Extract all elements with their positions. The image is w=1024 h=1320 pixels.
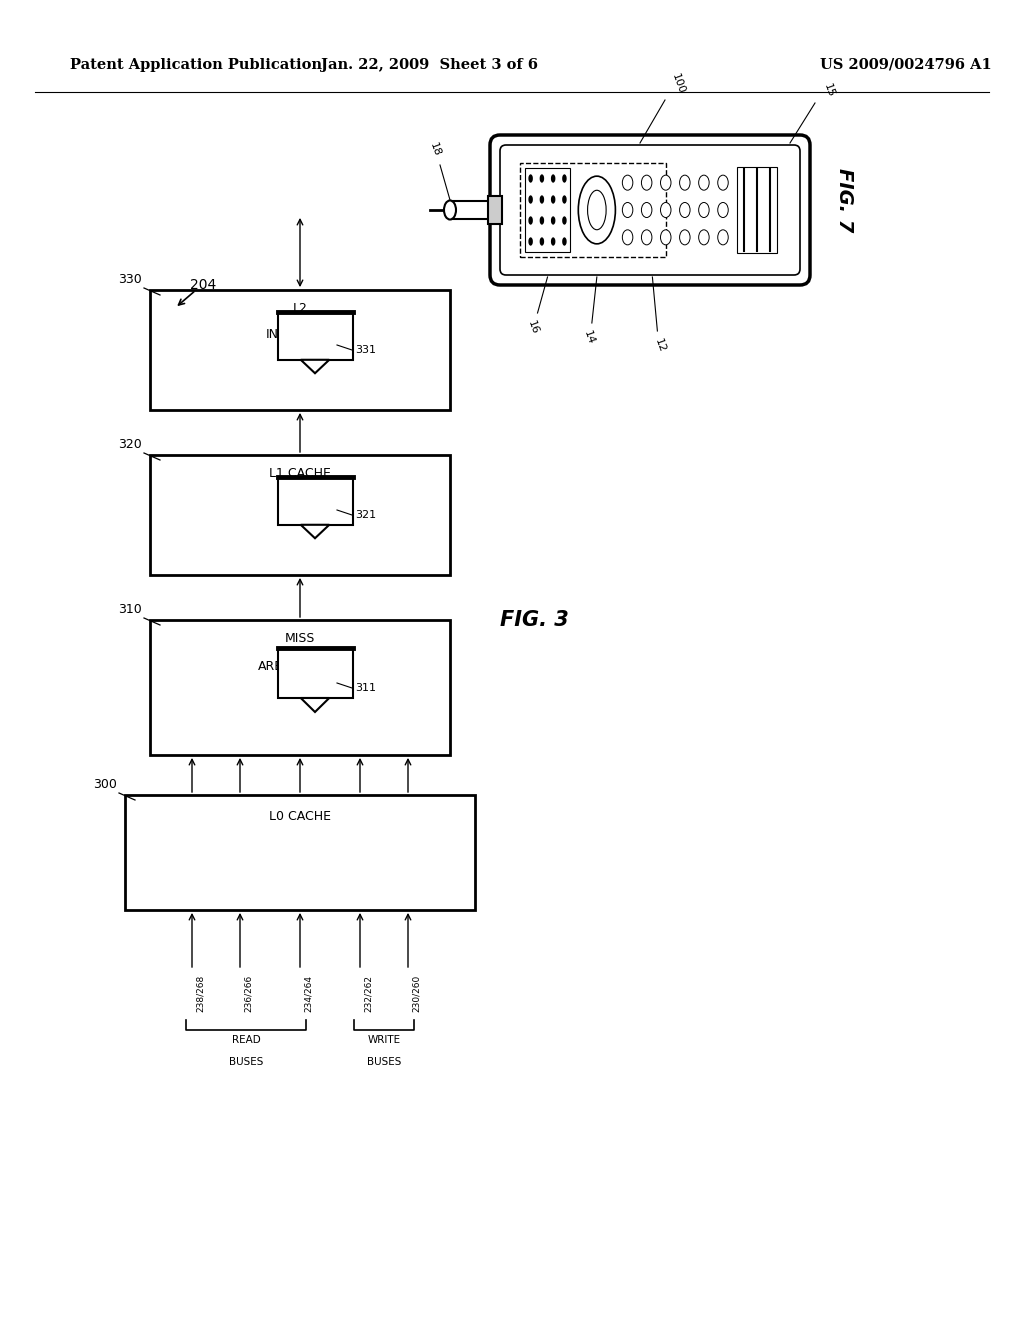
Text: L2: L2 (293, 302, 307, 315)
Bar (278, 312, 352, 360)
Ellipse shape (641, 202, 652, 218)
Ellipse shape (680, 230, 690, 244)
Ellipse shape (528, 195, 532, 203)
Text: INTERFACE: INTERFACE (266, 327, 334, 341)
Text: 321: 321 (355, 510, 376, 520)
Text: 12: 12 (653, 337, 668, 354)
Ellipse shape (562, 174, 566, 182)
Ellipse shape (698, 202, 710, 218)
Bar (525, 168, 570, 252)
Ellipse shape (562, 195, 566, 203)
Ellipse shape (680, 202, 690, 218)
Ellipse shape (551, 216, 555, 224)
Text: MISS: MISS (285, 632, 315, 645)
Ellipse shape (680, 176, 690, 190)
Text: 18: 18 (428, 141, 442, 158)
Text: BUSES: BUSES (228, 1057, 263, 1067)
Ellipse shape (444, 201, 456, 219)
FancyBboxPatch shape (500, 145, 800, 275)
Polygon shape (301, 698, 330, 711)
Ellipse shape (718, 202, 728, 218)
Ellipse shape (660, 176, 671, 190)
Bar (488, 195, 502, 224)
Ellipse shape (718, 230, 728, 244)
Ellipse shape (588, 190, 606, 230)
Text: 14: 14 (582, 329, 596, 346)
FancyBboxPatch shape (490, 135, 810, 285)
Text: 310: 310 (118, 603, 142, 616)
Ellipse shape (551, 238, 555, 246)
Ellipse shape (623, 202, 633, 218)
Text: 16: 16 (526, 319, 541, 335)
Ellipse shape (698, 176, 710, 190)
Ellipse shape (660, 202, 671, 218)
Ellipse shape (562, 216, 566, 224)
Text: L0 CACHE: L0 CACHE (269, 810, 331, 822)
Ellipse shape (641, 176, 652, 190)
Text: FIG. 7: FIG. 7 (835, 168, 854, 232)
Bar (125, 795, 475, 909)
Text: FIG. 3: FIG. 3 (500, 610, 568, 630)
Text: US 2009/0024796 A1: US 2009/0024796 A1 (820, 58, 992, 73)
Text: L1 CACHE: L1 CACHE (269, 467, 331, 480)
Polygon shape (301, 525, 330, 539)
Ellipse shape (660, 230, 671, 244)
Polygon shape (301, 360, 330, 374)
Text: 204: 204 (190, 279, 216, 292)
Ellipse shape (698, 230, 710, 244)
Ellipse shape (540, 238, 544, 246)
Ellipse shape (551, 174, 555, 182)
Ellipse shape (579, 176, 615, 244)
Text: Patent Application Publication: Patent Application Publication (70, 58, 322, 73)
Ellipse shape (540, 216, 544, 224)
Bar (150, 620, 450, 755)
Text: 238/268: 238/268 (196, 975, 205, 1012)
Ellipse shape (641, 230, 652, 244)
Ellipse shape (562, 238, 566, 246)
Ellipse shape (540, 174, 544, 182)
Ellipse shape (528, 216, 532, 224)
Text: 234/264: 234/264 (304, 975, 313, 1012)
Bar (450, 201, 498, 219)
Ellipse shape (623, 176, 633, 190)
Ellipse shape (528, 238, 532, 246)
Bar (278, 648, 352, 698)
Bar (520, 162, 666, 257)
Text: Jan. 22, 2009  Sheet 3 of 6: Jan. 22, 2009 Sheet 3 of 6 (322, 58, 539, 73)
Text: 330: 330 (118, 273, 142, 286)
Ellipse shape (623, 230, 633, 244)
Ellipse shape (718, 176, 728, 190)
Text: 320: 320 (118, 438, 142, 451)
Text: 236/266: 236/266 (244, 975, 253, 1012)
Text: READ: READ (231, 1035, 260, 1045)
Text: 232/262: 232/262 (364, 975, 373, 1012)
Text: BUSES: BUSES (367, 1057, 401, 1067)
Bar (150, 455, 450, 576)
Text: 100: 100 (670, 71, 686, 95)
Text: 331: 331 (355, 345, 376, 355)
Ellipse shape (540, 195, 544, 203)
Text: 230/260: 230/260 (412, 975, 421, 1012)
Text: 300: 300 (93, 777, 117, 791)
Text: 15: 15 (822, 82, 837, 99)
Bar (150, 290, 450, 411)
Text: 311: 311 (355, 682, 376, 693)
Text: ARBITRATION: ARBITRATION (258, 660, 342, 673)
Bar (737, 168, 777, 253)
Ellipse shape (528, 174, 532, 182)
Ellipse shape (551, 195, 555, 203)
Text: WRITE: WRITE (368, 1035, 400, 1045)
Bar (278, 477, 352, 525)
